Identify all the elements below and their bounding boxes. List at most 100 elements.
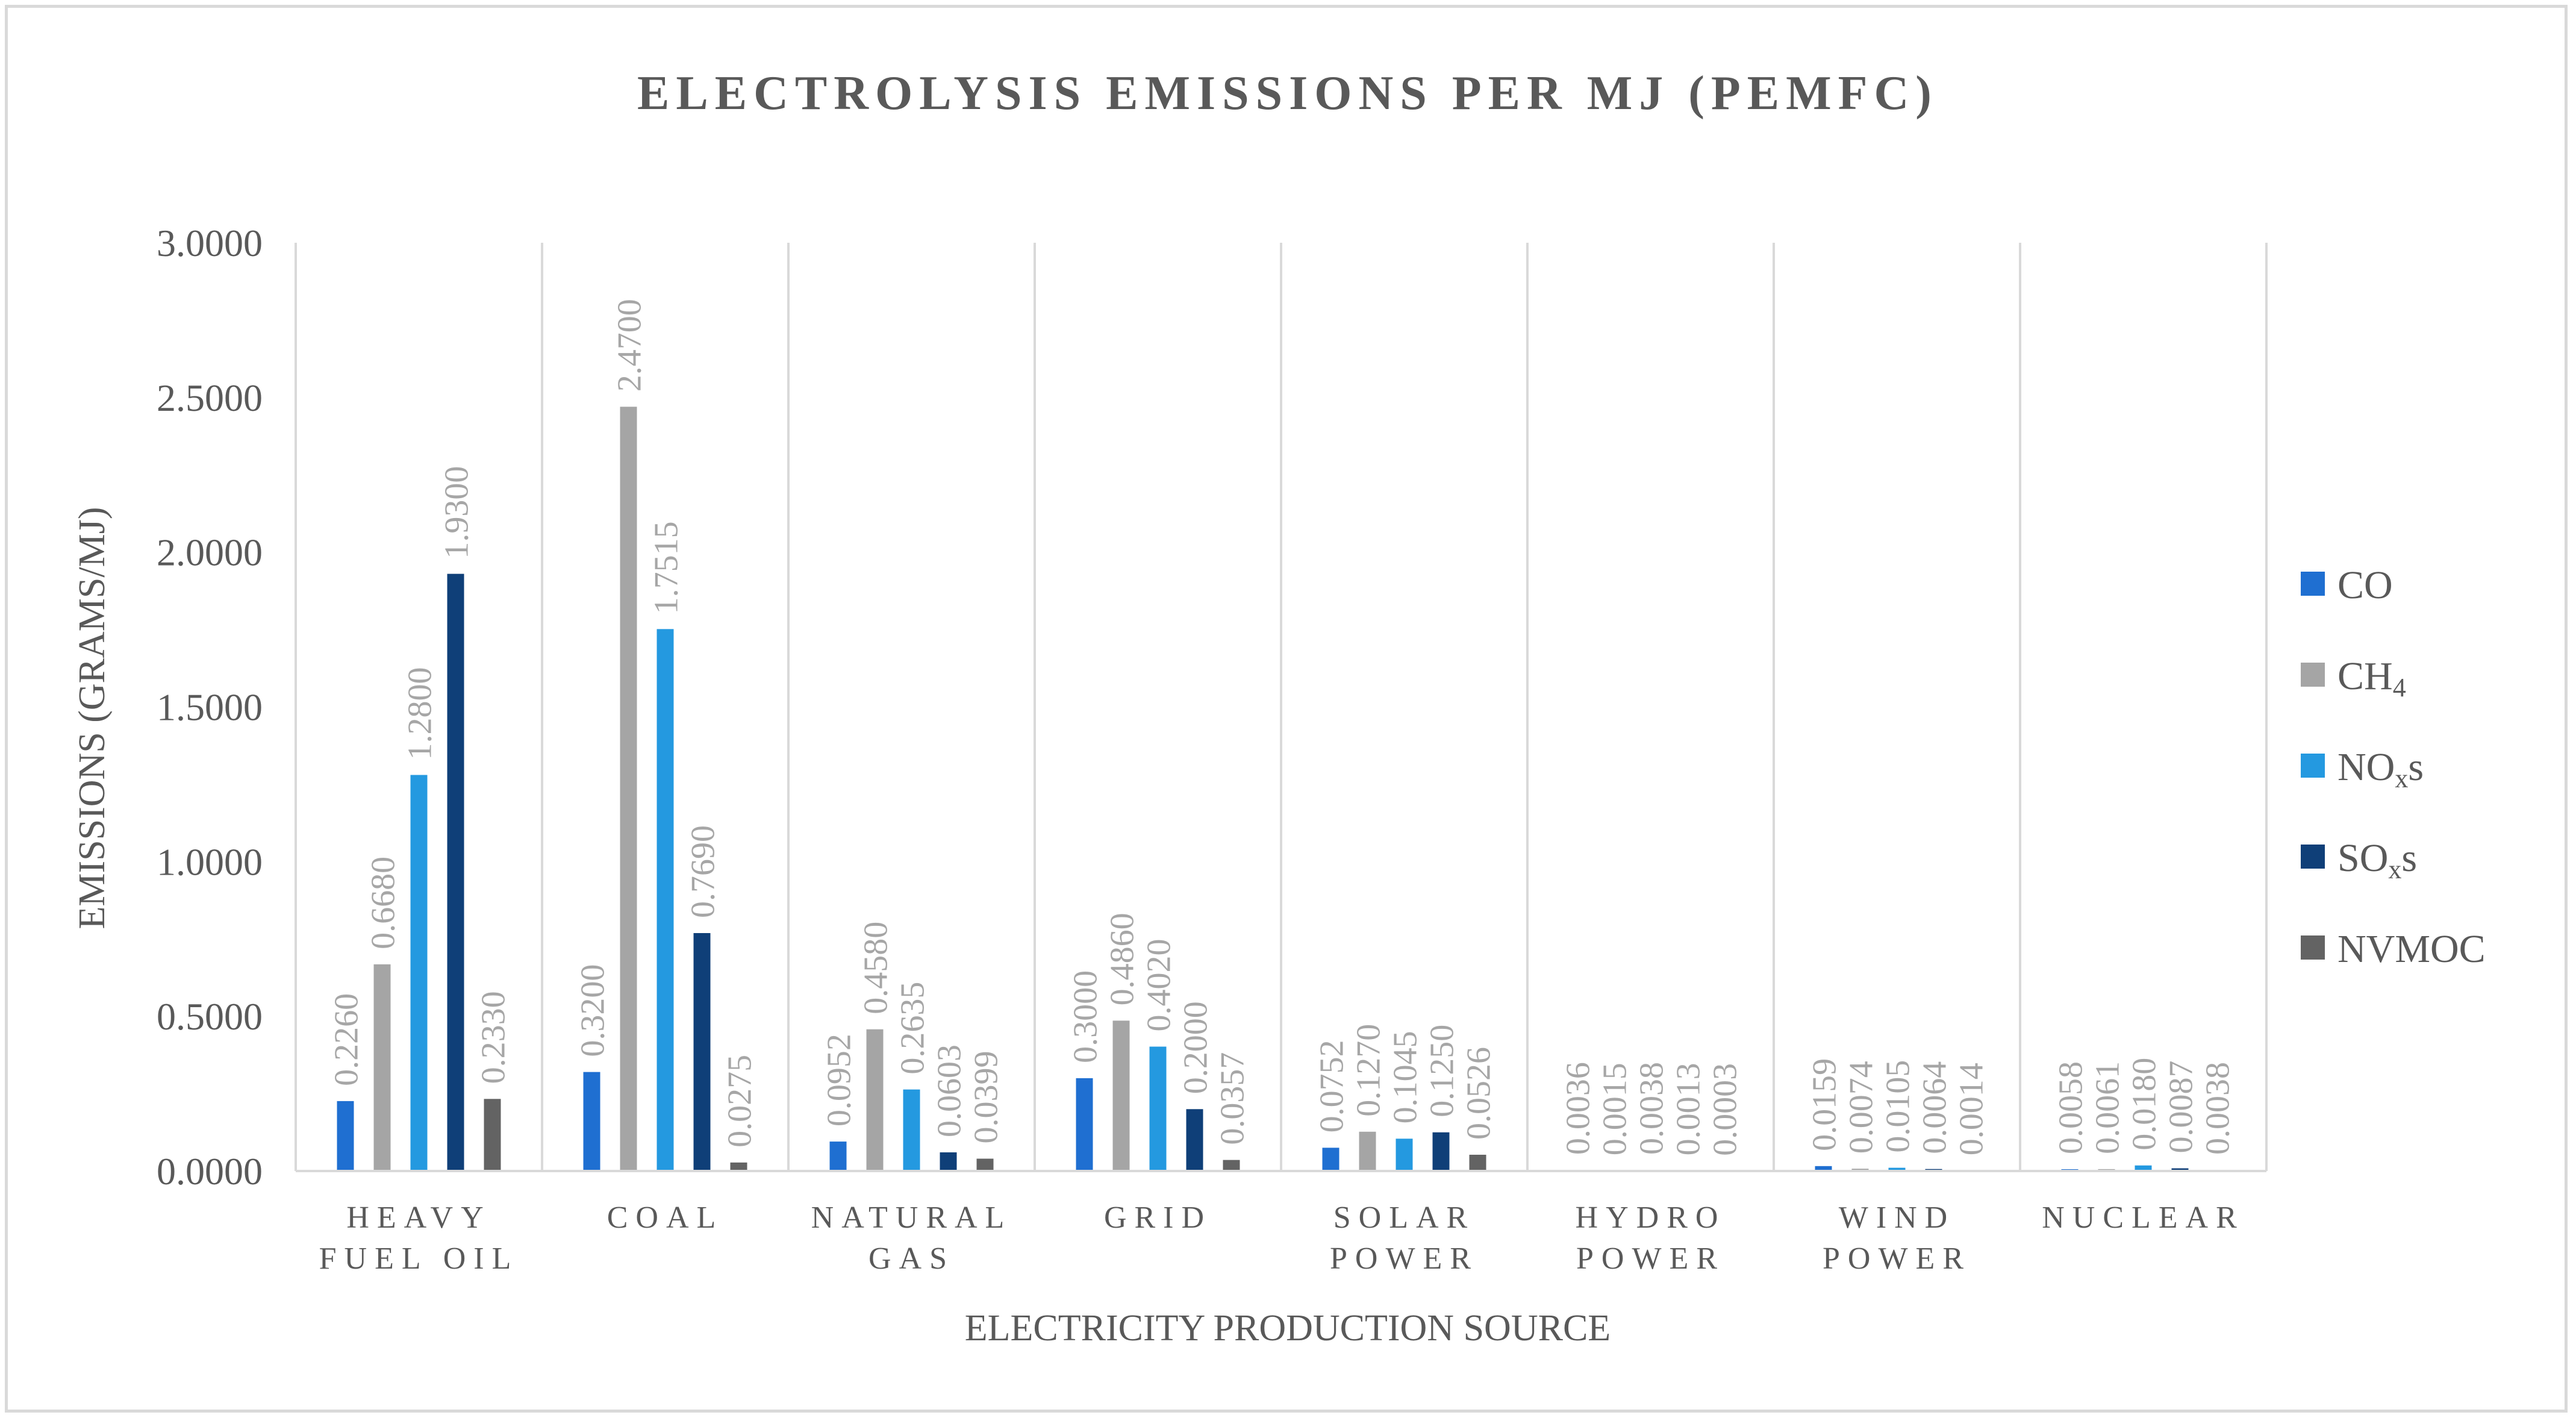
category-label: COAL [607, 1201, 724, 1235]
y-tick-label: 3.0000 [157, 222, 263, 264]
data-label: 0.2635 [894, 982, 932, 1075]
bar-nvmoc [730, 1162, 747, 1171]
bar-ch4 [620, 407, 637, 1171]
legend-label-main: SO [2337, 836, 2388, 880]
y-tick-label: 2.5000 [157, 376, 263, 419]
y-tick-label: 0.0000 [157, 1150, 263, 1193]
legend-label-subscript: x [2395, 764, 2408, 793]
category-label: POWER [1823, 1241, 1971, 1276]
bar-noxs [410, 775, 428, 1171]
chart-canvas: ELECTROLYSIS EMISSIONS PER MJ (PEMFC) EM… [72, 67, 2486, 1349]
legend-swatch-ch4 [2301, 663, 2325, 687]
data-label: 0.0526 [1461, 1047, 1498, 1140]
bar-soxs [693, 932, 711, 1171]
legend-label-suffix: s [2408, 745, 2424, 789]
data-label: 0.0275 [722, 1055, 759, 1148]
data-label: 0.6680 [365, 857, 402, 949]
y-tick-label: 2.0000 [157, 531, 263, 574]
bar-co [1076, 1078, 1093, 1171]
x-axis-category-labels: HEAVY FUEL OIL COAL NATURAL GAS GRID SOLAR POWE… [319, 1201, 2237, 1276]
legend-swatch-co [2301, 572, 2325, 596]
y-axis-ticks: 0.0000 0.5000 1.0000 1.5000 2.0000 2.5000 3.00… [157, 222, 263, 1193]
data-label: 0.0752 [1314, 1040, 1351, 1132]
data-label: 0.0038 [1633, 1062, 1671, 1155]
bar-soxs [447, 573, 464, 1171]
data-label: 0.1045 [1387, 1031, 1424, 1123]
legend-swatch-soxs [2301, 845, 2325, 869]
bar-nvmoc [1223, 1160, 1240, 1171]
legend-label-ch4: CH4 [2337, 654, 2406, 702]
legend-label-suffix: s [2401, 836, 2417, 880]
y-tick-label: 1.5000 [157, 686, 263, 729]
category-label: GAS [869, 1241, 955, 1276]
data-label: 0.1250 [1424, 1025, 1461, 1117]
bar-noxs [903, 1089, 920, 1171]
category-label: SOLAR [1333, 1201, 1475, 1235]
chart-title: ELECTROLYSIS EMISSIONS PER MJ (PEMFC) [637, 67, 1938, 120]
data-label: 0.0015 [1597, 1063, 1634, 1155]
data-label: 0.0064 [1916, 1061, 1954, 1154]
category-label: POWER [1576, 1241, 1725, 1276]
legend-label-co: CO [2337, 563, 2393, 607]
bar-noxs [1149, 1046, 1167, 1171]
category-label: FUEL OIL [319, 1241, 519, 1276]
bar-ch4 [1112, 1020, 1130, 1171]
legend-label-nvmoc: NVMOC [2337, 927, 2486, 971]
category-label: HEAVY [346, 1201, 491, 1235]
bar-nvmoc [976, 1158, 994, 1171]
data-label: 0.3200 [575, 964, 612, 1057]
legend-label-soxs: SOxs [2337, 836, 2417, 884]
data-label: 0.0014 [1953, 1063, 1991, 1155]
bar-co [337, 1101, 354, 1171]
data-label: 0.2330 [475, 991, 513, 1084]
data-label: 0.2260 [328, 993, 366, 1086]
data-label: 0.0399 [968, 1051, 1005, 1144]
category-label: HYDRO [1576, 1201, 1726, 1235]
data-label: 0.0074 [1843, 1061, 1880, 1154]
bar-nvmoc [1469, 1154, 1486, 1171]
x-axis-title: ELECTRICITY PRODUCTION SOURCE [965, 1308, 1611, 1349]
data-label: 0.2000 [1177, 1001, 1215, 1094]
data-label: 0.0357 [1214, 1052, 1252, 1145]
data-label: 0.0180 [2126, 1058, 2163, 1151]
legend-label-noxs: NOxs [2337, 745, 2424, 793]
legend-label-subscript: 4 [2393, 673, 2406, 702]
data-label: 0.0013 [1670, 1063, 1707, 1155]
data-labels: 0.2260 0.6680 1.2800 1.9300 0.2330 0.3200 2.47… [328, 299, 2237, 1156]
y-tick-label: 0.5000 [157, 995, 263, 1038]
bar-soxs [1432, 1132, 1450, 1171]
data-label: 0.0003 [1707, 1063, 1744, 1156]
bar-noxs [1396, 1138, 1413, 1171]
legend-label-main: CH [2337, 654, 2393, 698]
category-label: POWER [1330, 1241, 1479, 1276]
data-label: 0.0087 [2163, 1061, 2200, 1154]
data-label: 0.0058 [2053, 1061, 2090, 1154]
category-separators [295, 243, 2268, 1171]
chart-frame: ELECTROLYSIS EMISSIONS PER MJ (PEMFC) EM… [5, 5, 2568, 1413]
data-label: 0.7690 [685, 825, 722, 918]
data-label: 0.4860 [1104, 913, 1141, 1005]
legend-label-main: NO [2337, 745, 2395, 789]
bar-ch4 [1359, 1131, 1376, 1171]
data-label: 0.4580 [858, 922, 895, 1014]
data-label: 0.0603 [931, 1045, 968, 1137]
legend-label-main: NVMOC [2337, 927, 2486, 971]
bar-co [1322, 1148, 1339, 1171]
data-label: 0.0952 [821, 1034, 858, 1126]
bar-ch4 [866, 1029, 884, 1171]
data-label: 2.4700 [611, 299, 649, 392]
bar-noxs [1888, 1167, 1906, 1171]
legend-label-subscript: x [2388, 855, 2401, 884]
legend-swatch-nvmoc [2301, 935, 2325, 960]
bar-marks [337, 407, 2225, 1171]
data-label: 0.0036 [1560, 1062, 1597, 1155]
bar-co [829, 1141, 847, 1171]
category-label: NATURAL [811, 1201, 1012, 1235]
category-label: GRID [1104, 1201, 1212, 1235]
data-label: 0.0105 [1880, 1060, 1917, 1153]
bar-co [583, 1072, 600, 1171]
legend-label-main: CO [2337, 563, 2393, 607]
data-label: 0.4020 [1141, 939, 1178, 1032]
bar-noxs [2135, 1165, 2152, 1171]
